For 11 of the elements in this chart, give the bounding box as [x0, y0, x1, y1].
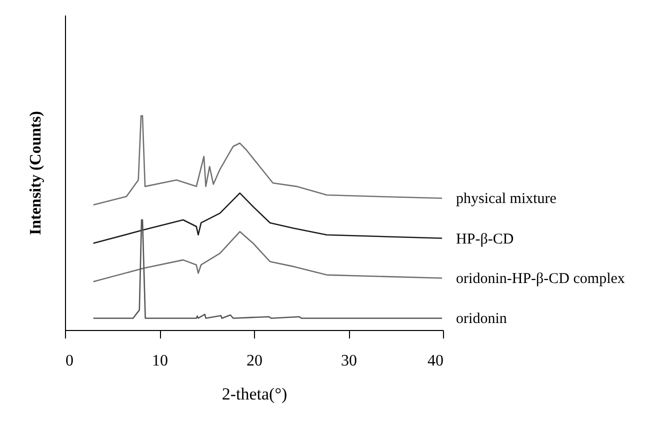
y-axis-title: Intensity (Counts) [28, 110, 44, 236]
series-label: oridonin-HP-β-CD complex [456, 271, 626, 288]
series-label: oridonin [456, 311, 508, 328]
x-tick-label: 20 [246, 352, 262, 370]
x-tick-label: 30 [341, 352, 357, 370]
series-label: physical mixture [456, 191, 557, 208]
series-label: HP-β-CD [456, 231, 514, 248]
x-tick-label: 40 [428, 352, 444, 370]
x-tick-label: 10 [152, 352, 168, 370]
x-tick-label: 0 [66, 352, 74, 370]
x-axis-title: 2-theta(°) [222, 384, 288, 404]
